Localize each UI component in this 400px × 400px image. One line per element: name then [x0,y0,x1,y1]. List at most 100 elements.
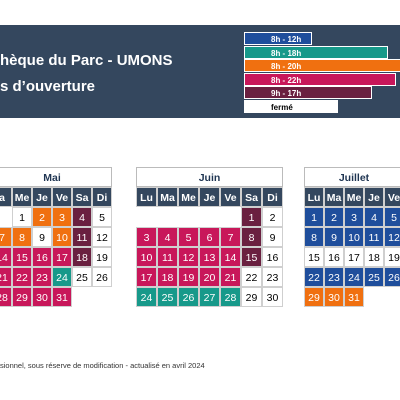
weekday: Me [344,187,364,207]
day-cell: 22 [304,267,324,287]
weekday: Di [262,187,283,207]
legend-item: 9h - 17h [244,86,372,99]
day-cell: 11 [72,227,92,247]
day-cell: 7 [220,227,241,247]
day-cell: 8 [12,227,32,247]
footer-note: sionnel, sous réserve de modification - … [0,361,205,370]
weekday: Je [199,187,220,207]
day-cell: 1 [304,207,324,227]
day-cell: 4 [157,227,178,247]
day-cell: 9 [324,227,344,247]
legend-item: 8h - 12h [244,32,312,45]
weekday: Lu [304,187,324,207]
day-cell: 4 [72,207,92,227]
day-cell: 26 [384,267,400,287]
day-cell: 15 [304,247,324,267]
legend-item: 8h - 20h [244,59,400,72]
day-cell: 19 [178,267,199,287]
legend-item: 8h - 22h [244,72,396,86]
day-cell: 31 [52,287,72,307]
day-cell: 10 [136,247,157,267]
day-cell: 10 [344,227,364,247]
day-cell: 8 [241,227,262,247]
weekday: Sa [241,187,262,207]
day-cell: 2 [324,207,344,227]
day-cell: 5 [384,207,400,227]
day-cell: 5 [178,227,199,247]
title: hèque du Parc - UMONS [0,52,173,69]
day-cell: 3 [136,227,157,247]
day-cell: 2 [262,207,283,227]
subtitle: s d’ouverture [0,78,96,95]
day-cell: 24 [52,267,72,287]
day-cell: 26 [92,267,112,287]
day-cell: 30 [32,287,52,307]
day-cell: 12 [92,227,112,247]
day-cell: 11 [364,227,384,247]
day-cell: 19 [384,247,400,267]
day-cell: 12 [178,247,199,267]
day-cell: 26 [178,287,199,307]
weekday: Ve [220,187,241,207]
day-cell: 28 [0,287,12,307]
weekday: Me [178,187,199,207]
day-cell: 29 [241,287,262,307]
day-cell: 17 [52,247,72,267]
day-cell: 25 [364,267,384,287]
day-cell: 23 [32,267,52,287]
day-cell: 21 [220,267,241,287]
day-cell: 10 [52,227,72,247]
day-cell: 18 [364,247,384,267]
day-cell: 24 [344,267,364,287]
day-cell: 20 [199,267,220,287]
day-cell: 29 [12,287,32,307]
day-cell: 2 [32,207,52,227]
day-cell: 21 [0,267,12,287]
day-cell: 28 [220,287,241,307]
day-cell: 23 [262,267,283,287]
day-cell: 4 [364,207,384,227]
legend-item: 8h - 18h [244,45,388,59]
day-cell: 8 [304,227,324,247]
day-cell: 19 [92,247,112,267]
day-cell: 29 [304,287,324,307]
day-cell: 17 [136,267,157,287]
day-cell: 16 [32,247,52,267]
day-cell: 17 [344,247,364,267]
day-cell: 9 [262,227,283,247]
month-title: Juin [136,167,283,187]
day-cell: 14 [0,247,12,267]
weekday: Ve [384,187,400,207]
day-cell: 13 [199,247,220,267]
day-cell: 7 [0,227,12,247]
day-cell: 6 [199,227,220,247]
day-cell: 22 [12,267,32,287]
day-cell: 1 [12,207,32,227]
day-cell: 25 [72,267,92,287]
month-title: Juillet [304,167,400,187]
day-cell: 14 [220,247,241,267]
weekday: Di [92,187,112,207]
day-cell: 3 [344,207,364,227]
day-cell: 30 [324,287,344,307]
weekday: a [0,187,12,207]
weekday: Ma [157,187,178,207]
month-title: Mai [0,167,112,187]
day-cell: 12 [384,227,400,247]
weekday: Ve [52,187,72,207]
day-cell: 18 [157,267,178,287]
day-cell: 22 [241,267,262,287]
legend-item: fermé [244,99,338,113]
weekday: Me [12,187,32,207]
day-cell: 31 [344,287,364,307]
day-cell: 11 [157,247,178,267]
weekday: Lu [136,187,157,207]
day-cell: 27 [199,287,220,307]
day-cell: 16 [262,247,283,267]
day-cell: 1 [241,207,262,227]
weekday: Je [364,187,384,207]
weekday: Ma [324,187,344,207]
weekday: Sa [72,187,92,207]
day-cell: 16 [324,247,344,267]
